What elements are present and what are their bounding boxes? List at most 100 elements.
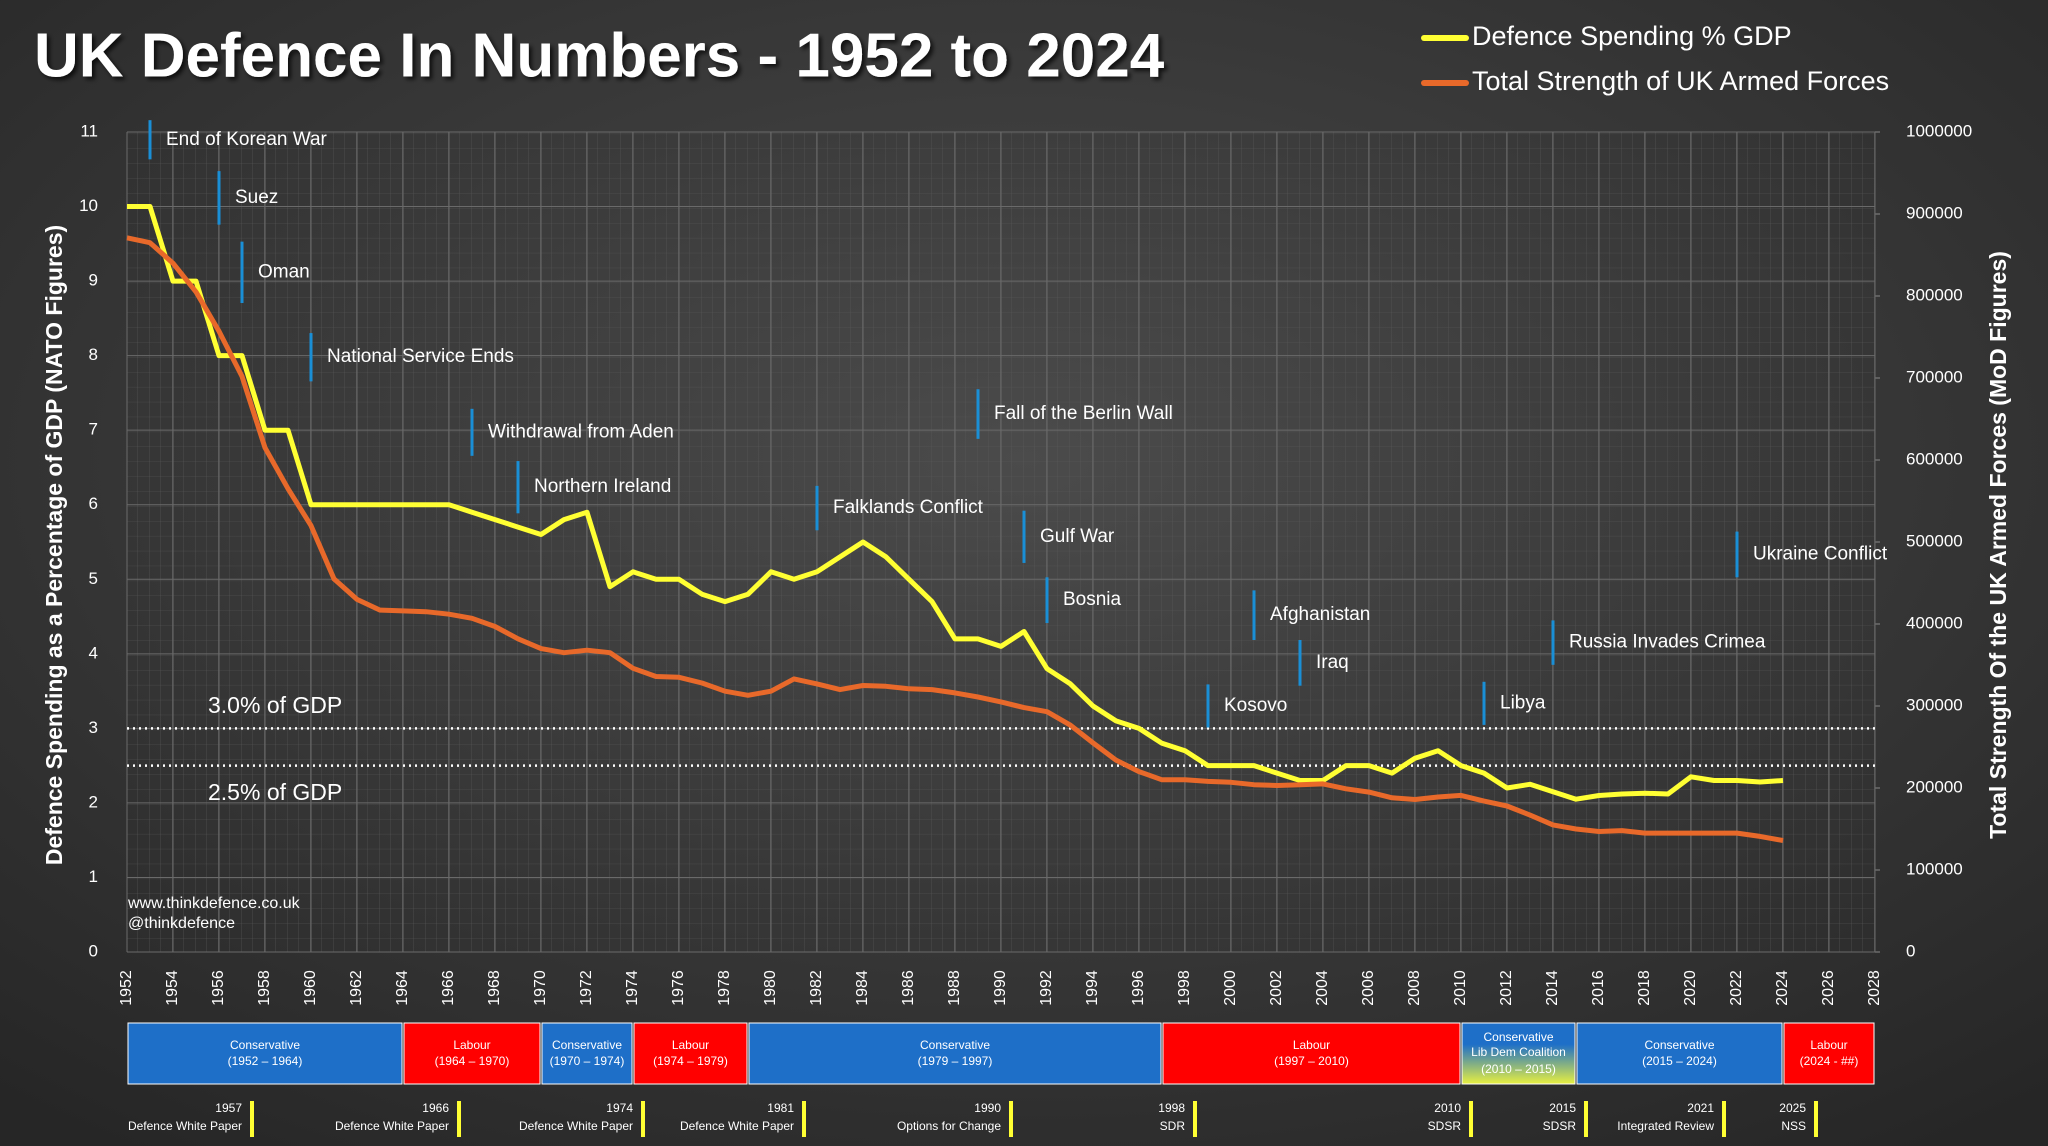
government-name: Labour [672, 1038, 709, 1052]
x-tick-label: 2010 [1452, 970, 1469, 1006]
x-tick-label: 2004 [1314, 970, 1331, 1006]
x-tick-label: 1980 [762, 970, 779, 1006]
government-band [748, 1022, 1162, 1085]
y2-tick-label: 800000 [1906, 285, 1963, 304]
annotation-label: Iraq [1316, 652, 1349, 673]
government-band [541, 1022, 633, 1085]
x-tick-label: 1952 [118, 970, 135, 1006]
chart-title: UK Defence In Numbers - 1952 to 2024 [34, 21, 1165, 90]
government-band [1783, 1022, 1875, 1085]
government-name: Labour [1293, 1038, 1330, 1052]
x-tick-label: 1968 [486, 970, 503, 1006]
government-name: Conservative [1644, 1038, 1714, 1052]
x-tick-label: 2024 [1774, 970, 1791, 1006]
review-year: 2021 [1687, 1101, 1714, 1115]
y2-tick-label: 1000000 [1906, 121, 1972, 140]
x-tick-label: 1972 [578, 970, 595, 1006]
y-tick-label: 7 [89, 420, 98, 439]
review-year: 1966 [422, 1101, 449, 1115]
y-tick-label: 0 [89, 941, 98, 960]
review-title: Defence White Paper [128, 1119, 242, 1133]
annotation-label: Afghanistan [1270, 604, 1370, 625]
x-tick-label: 2016 [1590, 970, 1607, 1006]
y2-tick-label: 0 [1906, 941, 1915, 960]
review-title: Defence White Paper [680, 1119, 794, 1133]
annotation-label: Fall of the Berlin Wall [994, 403, 1173, 424]
government-band [1162, 1022, 1461, 1085]
government-years: (1970 – 1974) [550, 1054, 625, 1068]
reference-label: 3.0% of GDP [208, 692, 342, 718]
x-tick-label: 1986 [900, 970, 917, 1006]
government-band [403, 1022, 541, 1085]
government-name: Labour [453, 1038, 490, 1052]
review-title: Options for Change [897, 1119, 1001, 1133]
x-tick-label: 1984 [854, 970, 871, 1006]
x-tick-label: 1976 [670, 970, 687, 1006]
annotation-label: Ukraine Conflict [1753, 543, 1888, 564]
government-name: Conservative Lib Dem Coalition [1471, 1030, 1566, 1059]
x-tick-label: 1954 [164, 970, 181, 1006]
x-tick-label: 2020 [1682, 970, 1699, 1006]
annotation-label: Suez [235, 187, 278, 208]
government-years: (1974 – 1979) [653, 1054, 728, 1068]
government-years: (1964 – 1970) [435, 1054, 510, 1068]
x-tick-label: 1990 [992, 970, 1009, 1006]
x-tick-label: 1982 [808, 970, 825, 1006]
review-year: 2025 [1779, 1101, 1806, 1115]
series-line [126, 235, 1784, 843]
x-tick-label: 1960 [302, 970, 319, 1006]
x-tick-label: 2000 [1222, 970, 1239, 1006]
x-tick-label: 2018 [1636, 970, 1653, 1006]
x-tick-label: 2002 [1268, 970, 1285, 1006]
review-year: 2010 [1434, 1101, 1461, 1115]
government-years: (2010 – 2015) [1481, 1062, 1556, 1076]
government-band [127, 1022, 403, 1085]
y-tick-label: 9 [89, 271, 98, 290]
y2-axis-title: Total Strength Of the UK Armed Forces (M… [1985, 251, 2011, 839]
x-tick-label: 1996 [1130, 970, 1147, 1006]
government-years: (2024 - ##) [1800, 1054, 1859, 1068]
credit: www.thinkdefence.co.uk [127, 895, 301, 912]
x-tick-label: 1962 [348, 970, 365, 1006]
x-tick-label: 1966 [440, 970, 457, 1006]
x-tick-label: 1958 [256, 970, 273, 1006]
y-tick-label: 1 [89, 867, 98, 886]
y-tick-label: 3 [89, 718, 98, 737]
annotation-label: Gulf War [1040, 526, 1115, 547]
review-title: Defence White Paper [519, 1119, 633, 1133]
x-tick-label: 1970 [532, 970, 549, 1006]
review-title: SDR [1160, 1119, 1186, 1133]
annotation-label: Withdrawal from Aden [488, 421, 674, 442]
y-tick-label: 8 [89, 345, 98, 364]
review-title: NSS [1781, 1119, 1806, 1133]
review-title: SDSR [1543, 1119, 1577, 1133]
x-tick-label: 2014 [1544, 970, 1561, 1006]
annotation-label: National Service Ends [327, 346, 514, 367]
y2-tick-label: 400000 [1906, 613, 1963, 632]
annotation-label: Kosovo [1224, 695, 1287, 716]
review-year: 2015 [1549, 1101, 1576, 1115]
y-tick-label: 2 [89, 792, 98, 811]
review-title: Integrated Review [1617, 1119, 1714, 1133]
y-tick-label: 10 [79, 196, 98, 215]
reference-label: 2.5% of GDP [208, 779, 342, 805]
review-title: Defence White Paper [335, 1119, 449, 1133]
review-year: 1981 [767, 1101, 794, 1115]
x-tick-label: 2012 [1498, 970, 1515, 1006]
x-tick-label: 2006 [1360, 970, 1377, 1006]
review-year: 1957 [215, 1101, 242, 1115]
x-tick-label: 1974 [624, 970, 641, 1006]
y2-tick-label: 100000 [1906, 859, 1963, 878]
government-name: Labour [1810, 1038, 1847, 1052]
y2-tick-label: 900000 [1906, 203, 1963, 222]
y2-tick-label: 700000 [1906, 367, 1963, 386]
x-tick-label: 2028 [1866, 970, 1883, 1006]
government-name: Conservative [552, 1038, 622, 1052]
y-tick-label: 11 [80, 121, 98, 140]
government-years: (1979 – 1997) [918, 1054, 993, 1068]
x-tick-label: 1964 [394, 970, 411, 1006]
y-axis-title: Defence Spending as a Percentage of GDP … [41, 225, 67, 865]
government-years: (2015 – 2024) [1642, 1054, 1717, 1068]
